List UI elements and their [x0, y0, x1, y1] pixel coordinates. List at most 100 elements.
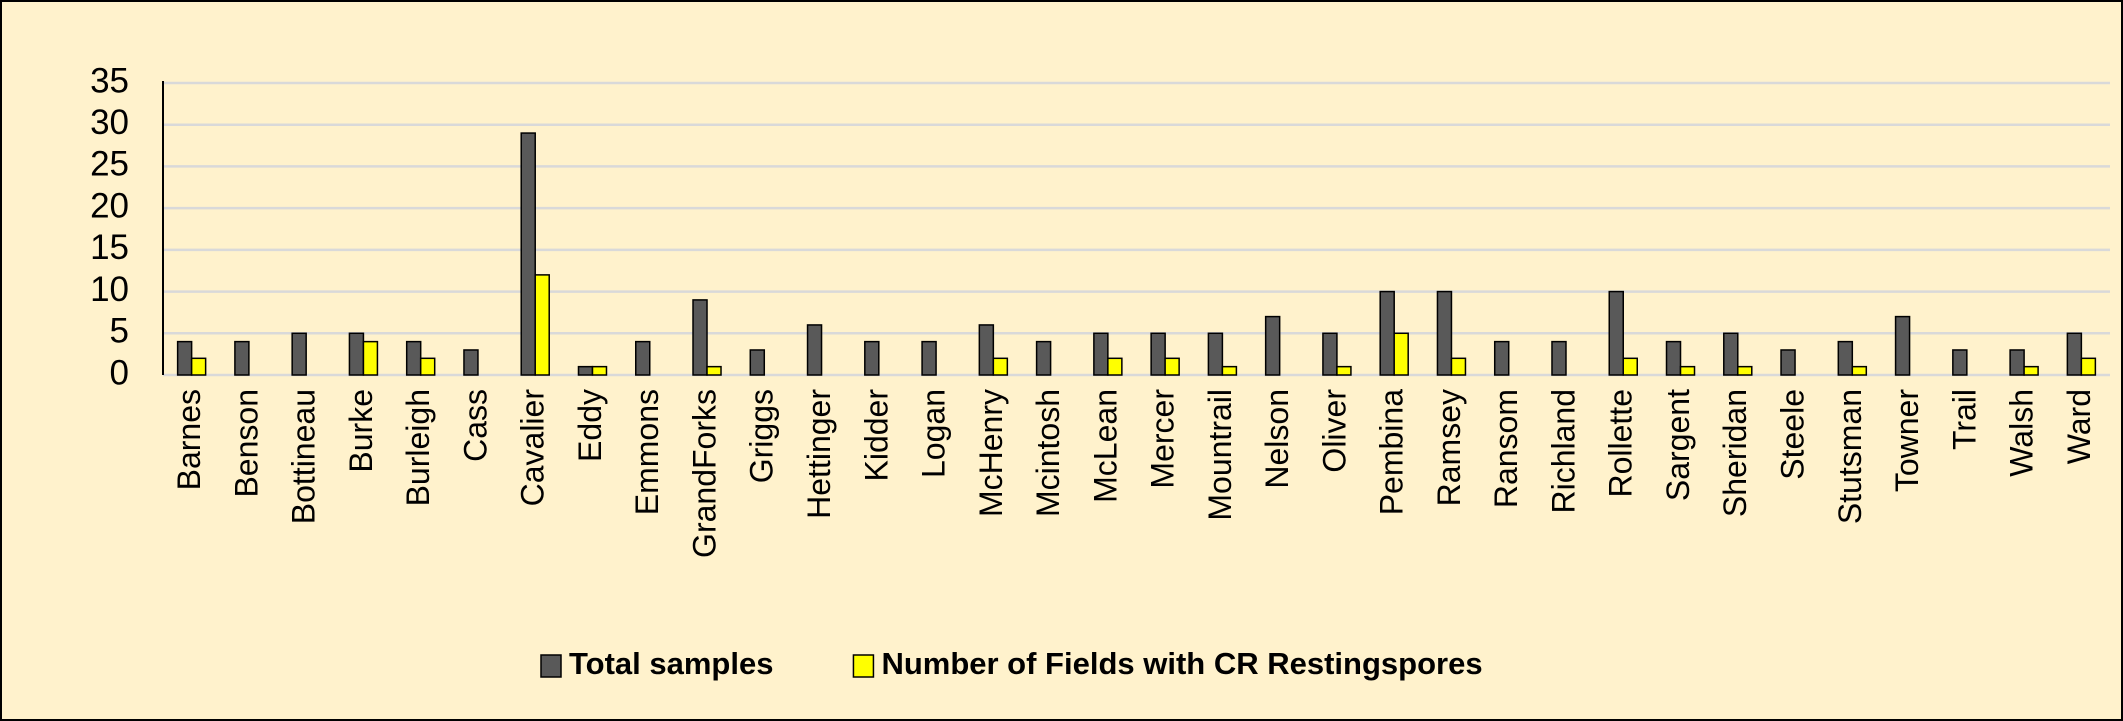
bar	[190, 357, 207, 376]
x-tick-label: Hettinger	[801, 389, 837, 519]
bar	[1737, 365, 1753, 376]
bar	[921, 340, 937, 376]
bar	[419, 357, 436, 376]
x-tick-label: Mcintosh	[1030, 389, 1066, 517]
bar	[706, 365, 722, 376]
bar	[591, 365, 608, 376]
x-tick-label: Towner	[1889, 389, 1925, 493]
bar	[348, 332, 365, 376]
bar	[2009, 349, 2025, 376]
x-tick-label: Burleigh	[400, 389, 436, 506]
x-tick-label: McHenry	[973, 389, 1009, 517]
legend-swatch	[540, 654, 562, 678]
bar	[1551, 340, 1567, 376]
legend-swatch	[852, 654, 875, 678]
bar	[806, 324, 823, 376]
y-tick-label: 35	[90, 61, 129, 100]
bar	[291, 332, 307, 376]
bar	[2066, 332, 2083, 376]
bar	[978, 324, 995, 376]
bar	[405, 340, 422, 376]
bar	[1436, 290, 1453, 376]
x-tick-label: Steele	[1774, 389, 1810, 480]
x-tick-label: Trail	[1946, 389, 1982, 450]
bar	[1608, 290, 1624, 376]
bar	[1393, 332, 1409, 376]
x-tick-label: Ramsey	[1431, 389, 1467, 506]
bar	[1851, 365, 1868, 376]
y-tick-label: 5	[110, 312, 129, 351]
bar	[635, 340, 651, 376]
bar	[749, 349, 766, 376]
y-tick-label: 20	[90, 186, 129, 225]
bar	[577, 365, 594, 376]
bar	[1450, 357, 1467, 376]
x-tick-label: McLean	[1087, 389, 1123, 503]
bar	[234, 340, 250, 376]
x-tick-label: Pembina	[1374, 389, 1410, 516]
bar	[692, 299, 708, 376]
bar	[1207, 332, 1224, 376]
y-tick-label: 0	[110, 353, 129, 392]
bar	[534, 274, 550, 376]
bar	[2080, 357, 2097, 376]
bar	[1952, 349, 1968, 376]
x-tick-label: Richland	[1545, 389, 1581, 514]
bar	[992, 357, 1009, 376]
x-tick-label: Barnes	[171, 389, 207, 490]
bar	[520, 132, 536, 376]
x-tick-label: Ransom	[1488, 389, 1524, 508]
bar	[463, 349, 479, 376]
bar	[1493, 340, 1510, 376]
y-tick-label: 25	[90, 145, 129, 184]
x-tick-label: Walsh	[2004, 389, 2040, 477]
bar	[176, 340, 193, 376]
x-tick-label: Ward	[2061, 389, 2097, 464]
x-tick-label: Kidder	[858, 389, 894, 482]
x-tick-label: Nelson	[1259, 389, 1295, 489]
x-tick-label: Rollette	[1603, 389, 1639, 498]
bar	[1622, 357, 1638, 376]
bar	[1164, 357, 1180, 376]
x-tick-label: Oliver	[1316, 389, 1352, 473]
legend-label: Number of Fields with CR Restingspores	[881, 646, 1482, 681]
x-tick-label: Burke	[343, 389, 379, 473]
bar	[1837, 340, 1854, 376]
y-tick-label: 30	[90, 103, 129, 142]
bar	[2023, 365, 2039, 376]
x-tick-label: Cass	[457, 389, 493, 462]
bar	[1035, 340, 1052, 376]
x-tick-label: Sargent	[1660, 389, 1696, 501]
bar	[362, 340, 379, 376]
x-tick-label: Stutsman	[1832, 389, 1868, 524]
bar	[864, 340, 880, 376]
bar	[1150, 332, 1166, 376]
x-tick-label: GrandForks	[686, 389, 722, 558]
x-tick-label: Logan	[916, 389, 952, 478]
bar	[1107, 357, 1123, 376]
bar	[1665, 340, 1682, 376]
x-tick-label: Cavalier	[515, 389, 551, 507]
x-tick-label: Bottineau	[286, 389, 322, 524]
y-tick-label: 15	[90, 228, 129, 267]
x-tick-label: Griggs	[744, 389, 780, 483]
legend-label: Total samples	[569, 646, 773, 681]
x-tick-label: Eddy	[572, 389, 608, 462]
bar	[1679, 365, 1696, 376]
x-tick-label: Mercer	[1145, 389, 1181, 489]
bar	[1780, 349, 1796, 376]
x-tick-label: Emmons	[629, 389, 665, 515]
x-tick-label: Mountrail	[1202, 389, 1238, 521]
bar	[1723, 332, 1739, 376]
bar	[1221, 365, 1238, 376]
bar	[1379, 290, 1395, 376]
bar	[1322, 332, 1338, 376]
y-tick-label: 10	[90, 270, 129, 309]
bar	[1894, 315, 1911, 376]
bar	[1264, 315, 1281, 376]
x-tick-label: Sheridan	[1717, 389, 1753, 517]
x-tick-label: Benson	[228, 389, 264, 498]
bar	[1336, 365, 1352, 376]
